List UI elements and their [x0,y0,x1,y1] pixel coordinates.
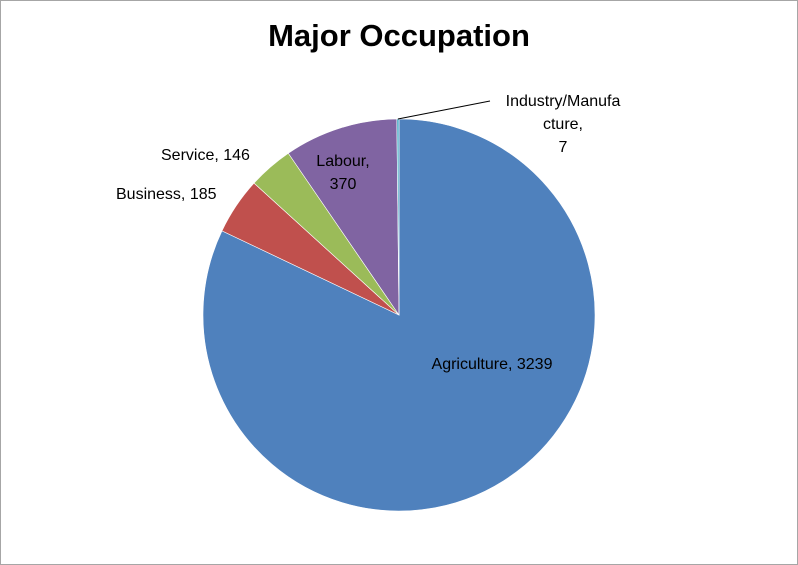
chart-title: Major Occupation [268,18,530,53]
data-label-agriculture: Agriculture, 3239 [432,356,553,373]
data-label-industry-manufacture: Industry/Manufa cture, 7 [506,93,621,156]
data-label-service: Service, 146 [161,147,250,164]
data-label-labour: Labour, 370 [316,153,369,193]
leader-line-industry [397,100,491,120]
data-label-business: Business, 185 [116,186,217,203]
pie-slice-labour [287,118,400,316]
